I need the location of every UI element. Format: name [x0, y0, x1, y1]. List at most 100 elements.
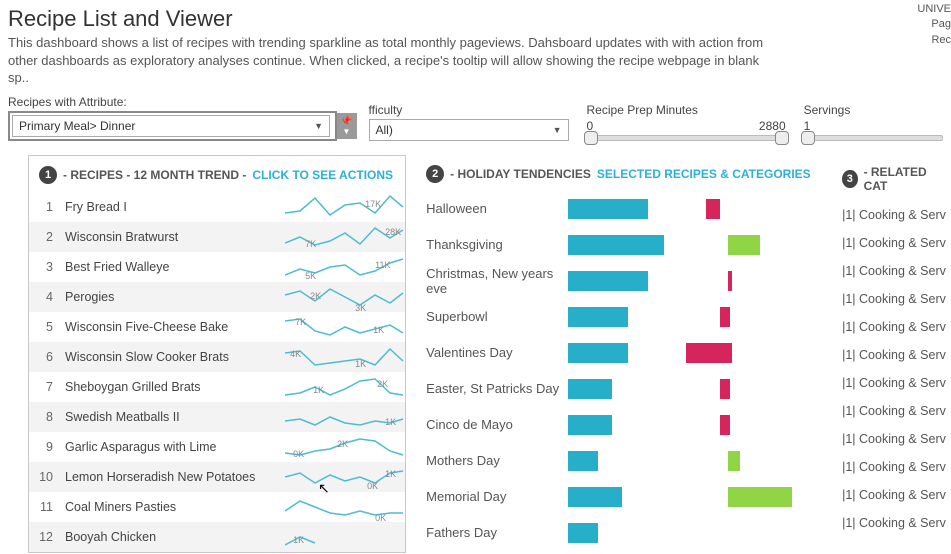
recipe-rank: 9: [29, 440, 65, 454]
page-title: Recipe List and Viewer: [8, 6, 943, 32]
difficulty-dropdown[interactable]: All) ▼: [369, 119, 569, 141]
recipe-rank: 10: [29, 470, 65, 484]
holiday-bars: [568, 197, 822, 221]
holiday-bars: [568, 341, 822, 365]
panel1-actions-link[interactable]: CLICK TO SEE ACTIONS: [252, 168, 393, 182]
recipe-name: Garlic Asparagus with Lime: [65, 440, 285, 454]
recipe-row[interactable]: 2Wisconsin Bratwurst7K28K: [29, 222, 405, 252]
recipe-row[interactable]: 3Best Fried Walleye5K11K: [29, 252, 405, 282]
chevron-down-icon: ▼: [314, 121, 323, 131]
recipe-row[interactable]: 11Coal Miners Pasties0K: [29, 492, 405, 522]
holiday-bars: [568, 449, 822, 473]
recipe-name: Fry Bread I: [65, 200, 285, 214]
holiday-name: Christmas, New years eve: [426, 266, 568, 296]
slider-handle-right[interactable]: [775, 131, 789, 145]
related-category-row[interactable]: |1| Cooking & Serv: [842, 369, 951, 397]
related-category-row[interactable]: |1| Cooking & Serv: [842, 285, 951, 313]
recipe-row[interactable]: 10Lemon Horseradish New Potatoes0K1K: [29, 462, 405, 492]
recipe-name: Wisconsin Slow Cooker Brats: [65, 350, 285, 364]
sparkline: 1K: [285, 403, 405, 431]
panel2-link[interactable]: SELECTED RECIPES & CATEGORIES: [597, 167, 811, 181]
recipe-rank: 1: [29, 200, 65, 214]
holiday-row[interactable]: Thanksgiving: [426, 227, 822, 263]
recipe-row[interactable]: 4Perogies2K3K: [29, 282, 405, 312]
panel-badge-3: 3: [842, 170, 857, 188]
recipe-row[interactable]: 6Wisconsin Slow Cooker Brats4K1K: [29, 342, 405, 372]
recipe-name: Perogies: [65, 290, 285, 304]
page-subtitle: This dashboard shows a list of recipes w…: [8, 34, 768, 87]
related-category-row[interactable]: |1| Cooking & Serv: [842, 453, 951, 481]
holiday-bars: [568, 377, 822, 401]
holiday-row[interactable]: Memorial Day: [426, 479, 822, 515]
sparkline: 17K: [285, 193, 405, 221]
holiday-bars: [568, 413, 822, 437]
holiday-row[interactable]: Christmas, New years eve: [426, 263, 822, 299]
holiday-row[interactable]: Superbowl: [426, 299, 822, 335]
holiday-row[interactable]: Cinco de Mayo: [426, 407, 822, 443]
recipe-row[interactable]: 1Fry Bread I17K: [29, 192, 405, 222]
sparkline: 1K2K: [285, 373, 405, 401]
holiday-row[interactable]: Valentines Day: [426, 335, 822, 371]
holiday-tendencies-panel: 2 - HOLIDAY TENDENCIES SELECTED RECIPES …: [426, 155, 822, 553]
holiday-name: Valentines Day: [426, 345, 568, 360]
holiday-row[interactable]: Fathers Day: [426, 515, 822, 551]
related-categories-panel: 3 - RELATED CAT |1| Cooking & Serv|1| Co…: [842, 155, 951, 553]
holiday-bars: [568, 485, 822, 509]
slider-handle-left[interactable]: [801, 131, 815, 145]
holiday-name: Mothers Day: [426, 453, 568, 468]
recipe-row[interactable]: 7Sheboygan Grilled Brats1K2K: [29, 372, 405, 402]
recipe-rank: 11: [29, 500, 65, 514]
panel-badge-2: 2: [426, 165, 444, 183]
recipe-rank: 8: [29, 410, 65, 424]
recipe-name: Swedish Meatballs II: [65, 410, 285, 424]
recipe-row[interactable]: 12Booyah Chicken1K: [29, 522, 405, 552]
recipe-name: Sheboygan Grilled Brats: [65, 380, 285, 394]
recipe-rank: 3: [29, 260, 65, 274]
related-category-row[interactable]: |1| Cooking & Serv: [842, 425, 951, 453]
related-category-row[interactable]: |1| Cooking & Serv: [842, 201, 951, 229]
related-category-row[interactable]: |1| Cooking & Serv: [842, 509, 951, 537]
holiday-name: Thanksgiving: [426, 237, 568, 252]
related-category-row[interactable]: |1| Cooking & Serv: [842, 341, 951, 369]
recipe-rank: 6: [29, 350, 65, 364]
attribute-dropdown[interactable]: Primary Meal> Dinner ▼: [12, 115, 330, 137]
chevron-down-icon: ▼: [553, 125, 562, 135]
recipe-name: Lemon Horseradish New Potatoes: [65, 470, 285, 484]
recipe-row[interactable]: 5Wisconsin Five-Cheese Bake7K1K: [29, 312, 405, 342]
pin-icon: 📌: [340, 116, 352, 127]
sparkline: 5K11K: [285, 253, 405, 281]
recipe-rank: 4: [29, 290, 65, 304]
recipe-name: Coal Miners Pasties: [65, 500, 285, 514]
recipe-row[interactable]: 9Garlic Asparagus with Lime0K2K: [29, 432, 405, 462]
pin-button[interactable]: 📌 ▼: [337, 113, 357, 139]
recipe-name: Wisconsin Five-Cheese Bake: [65, 320, 285, 334]
holiday-bars: [568, 233, 822, 257]
sparkline: 0K: [285, 493, 405, 521]
servings-slider[interactable]: [804, 135, 943, 141]
slider-handle-left[interactable]: [584, 131, 598, 145]
holiday-row[interactable]: Halloween: [426, 191, 822, 227]
recipe-name: Booyah Chicken: [65, 530, 285, 544]
top-right-crumbs: UNIVE Pag Rec: [917, 2, 951, 48]
holiday-row[interactable]: Easter, St Patricks Day: [426, 371, 822, 407]
related-category-row[interactable]: |1| Cooking & Serv: [842, 257, 951, 285]
servings-label: Servings: [804, 103, 943, 117]
holiday-name: Easter, St Patricks Day: [426, 381, 568, 396]
recipe-row[interactable]: 8Swedish Meatballs II1K: [29, 402, 405, 432]
holiday-row[interactable]: Mothers Day: [426, 443, 822, 479]
prep-minutes-label: Recipe Prep Minutes: [587, 103, 786, 117]
sparkline: 1K: [285, 523, 405, 551]
holiday-name: Memorial Day: [426, 489, 568, 504]
holiday-bars: [568, 521, 822, 545]
recipe-rank: 12: [29, 530, 65, 544]
holiday-bars: [568, 305, 822, 329]
related-category-row[interactable]: |1| Cooking & Serv: [842, 481, 951, 509]
panel3-title: - RELATED CAT: [864, 165, 941, 193]
prep-slider[interactable]: [587, 135, 786, 141]
related-category-row[interactable]: |1| Cooking & Serv: [842, 229, 951, 257]
related-category-row[interactable]: |1| Cooking & Serv: [842, 397, 951, 425]
related-category-row[interactable]: |1| Cooking & Serv: [842, 313, 951, 341]
sparkline: 7K28K: [285, 223, 405, 251]
holiday-bars: [568, 269, 822, 293]
panel2-title: - HOLIDAY TENDENCIES: [450, 167, 591, 181]
